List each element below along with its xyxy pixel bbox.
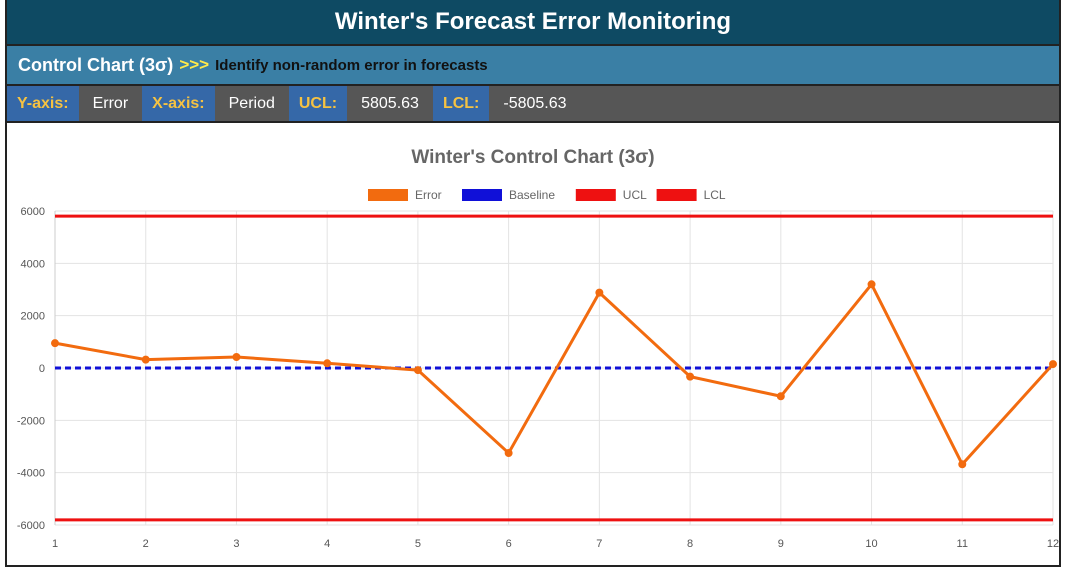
data-point-error[interactable]: [867, 280, 876, 289]
x-tick-label: 5: [415, 538, 421, 550]
y-tick-label: -4000: [17, 468, 45, 480]
y-tick-label: 0: [39, 363, 45, 375]
legend-swatch: [575, 189, 616, 201]
chart-area: Winter's Control Chart (3σ) Error Baselin…: [7, 123, 1059, 565]
legend-swatch: [462, 189, 502, 201]
x-tick-label: 9: [778, 538, 784, 550]
data-point-error[interactable]: [232, 353, 241, 362]
info-bar: Y-axis: Error X-axis: Period UCL: 5805.6…: [7, 86, 1059, 123]
page-title: Winter's Forecast Error Monitoring: [7, 0, 1059, 46]
chart-grid: [54, 210, 1054, 526]
subtitle-arrows: >>>: [179, 55, 210, 74]
chart-series: [51, 214, 1057, 522]
y-tick-label: 4000: [21, 258, 45, 270]
legend-item-baseline[interactable]: Baseline: [462, 188, 555, 202]
legend-item-ucl[interactable]: UCL: [575, 188, 647, 202]
data-point-error[interactable]: [1049, 360, 1057, 369]
x-axis-label: X-axis:: [142, 86, 215, 121]
y-axis-ticks: 6000 4000 2000 0 -2000 -4000 -6000: [17, 206, 45, 532]
chart-legend: Error Baseline UCL LCL: [368, 188, 726, 202]
y-tick-label: 2000: [21, 311, 45, 323]
x-tick-label: 7: [596, 538, 602, 550]
y-axis-label: Y-axis:: [7, 86, 79, 121]
data-point-error[interactable]: [323, 359, 332, 368]
y-tick-label: 6000: [21, 206, 45, 218]
data-point-error[interactable]: [504, 449, 513, 458]
data-point-error[interactable]: [776, 392, 785, 401]
legend-label: Error: [415, 188, 442, 202]
x-tick-label: 3: [233, 538, 239, 550]
y-tick-label: -6000: [17, 520, 45, 532]
legend-label: UCL: [623, 188, 647, 202]
control-chart: Winter's Control Chart (3σ) Error Baselin…: [17, 147, 1059, 550]
page-title-text: Winter's Forecast Error Monitoring: [334, 8, 732, 35]
x-tick-label: 10: [865, 538, 877, 550]
series-line-error: [54, 282, 1055, 466]
x-tick-label: 2: [143, 538, 149, 550]
legend-item-lcl[interactable]: LCL: [656, 188, 726, 202]
y-tick-label: -2000: [17, 415, 45, 427]
lcl-label: LCL:: [432, 86, 490, 121]
x-tick-label: 8: [687, 538, 693, 550]
lcl-value: -5805.63: [503, 94, 567, 112]
x-tick-label: 11: [957, 538, 968, 550]
x-tick-label: 12: [1047, 538, 1059, 550]
legend-swatch: [368, 189, 408, 201]
data-point-error[interactable]: [595, 288, 604, 297]
legend-swatch: [656, 189, 697, 201]
legend-label: Baseline: [509, 188, 555, 202]
page-frame: Winter's Forecast Error Monitoring Contr…: [5, 0, 1061, 567]
legend-item-error[interactable]: Error: [368, 188, 442, 202]
x-axis-ticks: 1 2 3 4 5 6 7 8 9 10 11 12: [52, 538, 1059, 550]
subtitle-description: Identify non-random error in forecasts: [215, 56, 488, 74]
data-point-error[interactable]: [51, 339, 59, 348]
data-point-error[interactable]: [413, 366, 422, 375]
x-tick-label: 1: [52, 538, 58, 550]
subtitle-label: Control Chart (3σ): [18, 54, 174, 75]
ucl-value: 5805.63: [361, 94, 419, 112]
chart-title: Winter's Control Chart (3σ): [411, 147, 654, 168]
data-point-error[interactable]: [958, 460, 967, 469]
data-point-error[interactable]: [686, 372, 695, 381]
y-axis-value: Error: [92, 94, 129, 112]
ucl-label: UCL:: [288, 86, 348, 121]
x-tick-label: 4: [324, 538, 330, 550]
legend-label: LCL: [704, 188, 726, 202]
x-tick-label: 6: [506, 538, 512, 550]
x-axis-value: Period: [228, 94, 275, 112]
subtitle-bar: Control Chart (3σ) >>> Identify non-rand…: [7, 46, 1059, 86]
data-point-error[interactable]: [141, 355, 150, 364]
